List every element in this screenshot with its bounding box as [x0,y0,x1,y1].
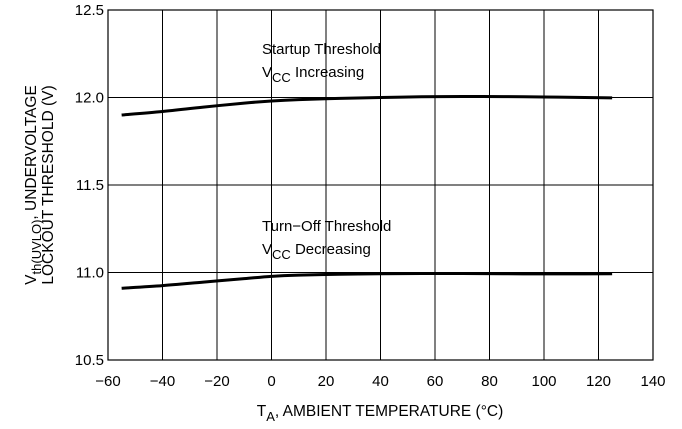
y-tick-label: 11.5 [76,177,104,194]
x-tick-label: −20 [204,373,229,390]
startup-annotation-text: Increasing [291,64,364,81]
startup-annotation-subscript: CC [272,70,291,85]
startup-annotation: Startup Threshold VCC Increasing [262,41,381,85]
turnoff-annotation-symbol: V [262,241,272,258]
x-axis-label-text: , AMBIENT TEMPERATURE (°C) [275,403,503,420]
x-tick-label: −40 [150,373,175,390]
x-axis-label: TA, AMBIENT TEMPERATURE (°C) [257,403,504,424]
y-tick-label: 12.5 [75,2,104,19]
y-tick-label: 11.0 [76,265,104,282]
x-tick-label: 120 [586,373,611,390]
turnoff-annotation-line2: VCC Decreasing [262,241,371,262]
y-tick-label: 10.5 [75,352,104,369]
y-tick-labels: 10.5 11.0 11.5 12.0 12.5 [75,2,104,369]
x-tick-labels: −60 −40 −20 0 20 40 60 80 100 120 140 [95,373,665,390]
y-axis-label: Vth(UVLO), UNDERVOLTAGE LOCKOUT THRESHOL… [23,85,57,285]
turnoff-annotation-text: Decreasing [291,241,371,258]
startup-annotation-line2: VCC Increasing [262,64,364,85]
x-tick-label: 60 [427,373,444,390]
x-axis-label-symbol: T [257,403,267,420]
startup-annotation-line1: Startup Threshold [262,41,381,58]
turnoff-annotation-line1: Turn−Off Threshold [262,218,391,235]
x-tick-label: 40 [372,373,389,390]
y-axis-label-subscript: th(UVLO) [29,220,44,275]
data-series [121,94,613,290]
x-tick-label: 140 [640,373,665,390]
x-tick-label: 80 [481,373,498,390]
x-axis-label-subscript: A [266,409,275,424]
x-tick-label: 0 [267,373,275,390]
y-axis-label-line1: Vth(UVLO), UNDERVOLTAGE [23,85,44,285]
turnoff-threshold-line [121,272,613,290]
x-tick-label: 100 [531,373,556,390]
x-tick-label: −60 [95,373,120,390]
startup-annotation-symbol: V [262,64,272,81]
turnoff-annotation-subscript: CC [272,247,291,262]
turnoff-annotation: Turn−Off Threshold VCC Decreasing [262,218,391,262]
y-tick-label: 12.0 [75,90,104,107]
x-tick-label: 20 [318,373,335,390]
y-axis-label-text: , UNDERVOLTAGE [23,85,40,219]
y-axis-label-symbol: V [23,274,40,285]
startup-threshold-line [121,94,613,117]
y-axis-label-line2: LOCKOUT THRESHOLD (V) [40,85,57,284]
